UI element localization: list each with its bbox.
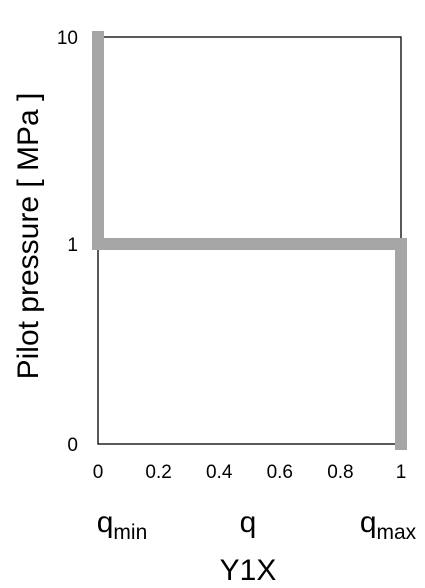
q-annotation: qmax [360, 506, 417, 544]
y-tick-label: 0 [67, 435, 78, 456]
x-tick-label: 0 [93, 462, 104, 483]
x-tick-label: 0.2 [145, 462, 171, 483]
y-tick-labels: 0 1 10 [57, 28, 78, 456]
q-annotations: qmin q qmax [97, 506, 417, 544]
x-tick-labels: 0 0.2 0.4 0.6 0.8 1 [93, 462, 407, 483]
x-tick-label: 1 [396, 462, 407, 483]
x-axis-label: Y1X [220, 554, 277, 587]
series-layer [92, 31, 407, 450]
x-tick-label: 0.8 [327, 462, 353, 483]
x-tick-label: 0.6 [267, 462, 293, 483]
x-tick-label: 0.4 [206, 462, 233, 483]
y-tick-label: 1 [67, 235, 78, 256]
q-annotation: q [240, 506, 257, 539]
q-annotation: qmin [97, 506, 148, 544]
y-axis-label: Pilot pressure [ MPa ] [12, 93, 45, 380]
y-tick-label: 10 [57, 28, 78, 49]
